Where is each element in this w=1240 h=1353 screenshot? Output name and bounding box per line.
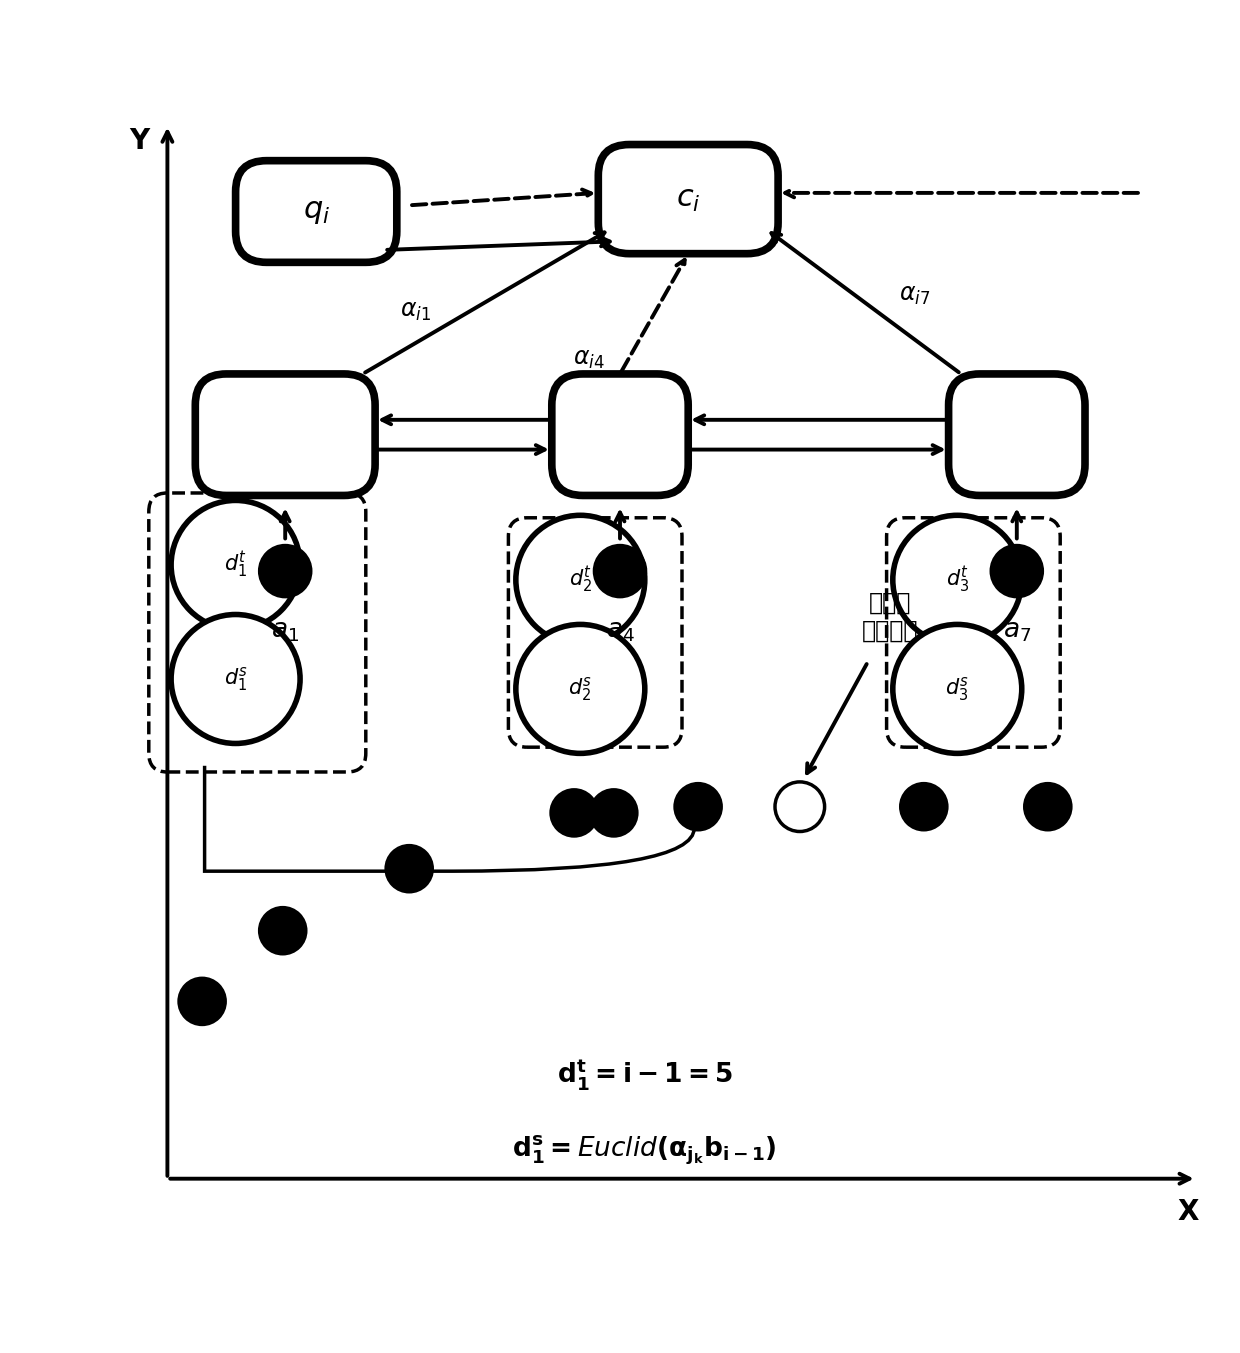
Text: $c_i$: $c_i$ (676, 184, 701, 214)
Circle shape (177, 977, 227, 1026)
Circle shape (1023, 782, 1073, 832)
Text: Y: Y (129, 127, 149, 154)
Circle shape (593, 544, 647, 598)
FancyBboxPatch shape (599, 145, 779, 253)
Text: $\alpha_{i7}$: $\alpha_{i7}$ (899, 283, 931, 307)
Text: $\alpha_{i1}$: $\alpha_{i1}$ (399, 299, 432, 323)
Text: $a_7$: $a_7$ (1003, 617, 1030, 644)
Circle shape (775, 782, 825, 832)
Text: $d_3^s$: $d_3^s$ (945, 675, 970, 704)
Circle shape (990, 544, 1044, 598)
Circle shape (384, 844, 434, 893)
Circle shape (516, 625, 645, 754)
Text: $a_1$: $a_1$ (272, 617, 299, 644)
Text: $\alpha_{i4}$: $\alpha_{i4}$ (573, 348, 605, 371)
Text: $\mathbf{d_1^t = i - 1 = 5}$: $\mathbf{d_1^t = i - 1 = 5}$ (557, 1058, 733, 1093)
FancyBboxPatch shape (552, 373, 688, 495)
Circle shape (171, 501, 300, 629)
Circle shape (549, 787, 599, 838)
Text: X: X (1177, 1199, 1199, 1226)
Circle shape (171, 614, 300, 743)
Circle shape (516, 515, 645, 644)
Text: $d_2^t$: $d_2^t$ (569, 564, 591, 595)
Circle shape (893, 625, 1022, 754)
Text: $d_1^s$: $d_1^s$ (223, 664, 248, 693)
Circle shape (899, 782, 949, 832)
Text: $d_1^t$: $d_1^t$ (224, 549, 247, 580)
Text: $\mathbf{d_1^s = }\mathit{Euclid}\mathbf{(\alpha_{j_k} b_{i-1})}$: $\mathbf{d_1^s = }\mathit{Euclid}\mathbf… (512, 1134, 777, 1166)
Text: $a_4$: $a_4$ (605, 617, 635, 644)
Text: $q_i$: $q_i$ (303, 198, 330, 226)
Circle shape (589, 787, 639, 838)
Circle shape (673, 782, 723, 832)
Circle shape (258, 907, 308, 955)
Text: 即将被
预测的点: 即将被 预测的点 (862, 591, 919, 643)
Circle shape (893, 515, 1022, 644)
FancyBboxPatch shape (196, 373, 374, 495)
Text: $d_3^t$: $d_3^t$ (946, 564, 968, 595)
Circle shape (258, 544, 312, 598)
FancyBboxPatch shape (949, 373, 1085, 495)
Text: $d_2^s$: $d_2^s$ (568, 675, 593, 704)
FancyBboxPatch shape (236, 161, 397, 262)
